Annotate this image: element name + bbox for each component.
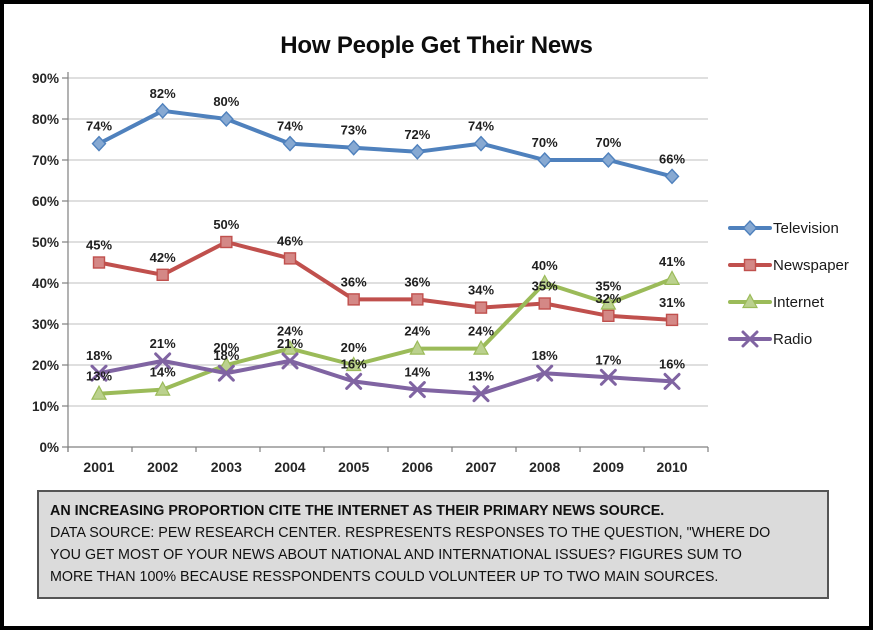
svg-text:70%: 70% bbox=[32, 153, 59, 168]
svg-text:74%: 74% bbox=[86, 119, 112, 134]
svg-text:42%: 42% bbox=[150, 250, 176, 265]
chart-title: How People Get Their News bbox=[280, 32, 593, 59]
svg-text:2010: 2010 bbox=[656, 459, 687, 475]
svg-text:34%: 34% bbox=[468, 283, 494, 298]
data-labels-television: 74% 82% 80% 74% 73% 72% 74% 70% 70% 66% bbox=[86, 86, 685, 167]
caption-box: AN INCREASING PROPORTION CITE THE INTERN… bbox=[37, 490, 829, 599]
svg-text:Newspaper: Newspaper bbox=[773, 257, 849, 274]
svg-text:17%: 17% bbox=[595, 352, 621, 367]
svg-text:21%: 21% bbox=[277, 336, 303, 351]
svg-text:74%: 74% bbox=[277, 119, 303, 134]
data-labels-internet: 13% 14% 20% 24% 20% 24% 24% 40% 35% 41% bbox=[86, 254, 685, 384]
svg-text:2005: 2005 bbox=[338, 459, 369, 475]
series-television bbox=[91, 102, 680, 185]
svg-text:50%: 50% bbox=[213, 217, 239, 232]
svg-text:2003: 2003 bbox=[211, 459, 242, 475]
svg-text:20%: 20% bbox=[32, 358, 59, 373]
legend-item-internet: Internet bbox=[728, 293, 825, 311]
svg-text:Radio: Radio bbox=[773, 331, 812, 348]
series-radio bbox=[90, 352, 681, 403]
svg-text:2008: 2008 bbox=[529, 459, 560, 475]
svg-text:82%: 82% bbox=[150, 86, 176, 101]
svg-text:72%: 72% bbox=[404, 127, 430, 142]
legend-item-television: Television bbox=[728, 219, 839, 237]
x-axis-labels: 2001 2002 2003 2004 2005 2006 2007 2008 2009 2010 bbox=[83, 459, 687, 475]
svg-text:36%: 36% bbox=[404, 274, 430, 289]
svg-text:20%: 20% bbox=[341, 340, 367, 355]
caption-line: YOU GET MOST OF YOUR NEWS ABOUT NATIONAL… bbox=[50, 547, 742, 563]
svg-text:32%: 32% bbox=[595, 291, 621, 306]
series-newspaper bbox=[92, 235, 679, 327]
svg-text:2009: 2009 bbox=[593, 459, 624, 475]
svg-text:10%: 10% bbox=[32, 399, 59, 414]
svg-text:Internet: Internet bbox=[773, 294, 825, 311]
caption-line: MORE THAN 100% BECAUSE RESSPONDENTS COUL… bbox=[50, 569, 719, 585]
legend-item-radio: Radio bbox=[728, 330, 812, 348]
svg-text:18%: 18% bbox=[86, 348, 112, 363]
svg-text:13%: 13% bbox=[86, 369, 112, 384]
legend-item-newspaper: Newspaper bbox=[728, 257, 849, 274]
svg-text:66%: 66% bbox=[659, 151, 685, 166]
svg-text:73%: 73% bbox=[341, 123, 367, 138]
data-labels-newspaper: 45%42%50%46%36% 36%34% 35%32% 31% bbox=[86, 217, 685, 310]
svg-text:80%: 80% bbox=[213, 94, 239, 109]
series-internet bbox=[90, 270, 681, 400]
svg-text:40%: 40% bbox=[532, 258, 558, 273]
svg-text:14%: 14% bbox=[150, 365, 176, 380]
svg-text:80%: 80% bbox=[32, 112, 59, 127]
svg-text:45%: 45% bbox=[86, 238, 112, 253]
svg-text:2004: 2004 bbox=[274, 459, 305, 475]
svg-text:18%: 18% bbox=[532, 348, 558, 363]
svg-text:36%: 36% bbox=[341, 274, 367, 289]
svg-text:31%: 31% bbox=[659, 295, 685, 310]
svg-text:30%: 30% bbox=[32, 317, 59, 332]
svg-text:13%: 13% bbox=[468, 369, 494, 384]
svg-text:16%: 16% bbox=[341, 356, 367, 371]
svg-text:24%: 24% bbox=[277, 324, 303, 339]
data-labels-radio: 18% 21% 18% 21% 16% 14% 13% 18% 17% 16% bbox=[86, 336, 685, 384]
svg-text:2001: 2001 bbox=[83, 459, 114, 475]
svg-text:70%: 70% bbox=[595, 135, 621, 150]
y-axis-labels: 0% 10% 20% 30% 40% 50% 60% 70% 80% 90% bbox=[32, 71, 59, 455]
svg-text:20%: 20% bbox=[213, 340, 239, 355]
axes bbox=[62, 72, 709, 452]
legend: Television Newspaper Internet Radio bbox=[728, 219, 849, 348]
svg-text:14%: 14% bbox=[404, 365, 430, 380]
svg-text:74%: 74% bbox=[468, 119, 494, 134]
svg-text:40%: 40% bbox=[32, 276, 59, 291]
svg-text:21%: 21% bbox=[150, 336, 176, 351]
svg-text:Television: Television bbox=[773, 220, 839, 237]
svg-text:2007: 2007 bbox=[465, 459, 496, 475]
svg-text:50%: 50% bbox=[32, 235, 59, 250]
svg-text:90%: 90% bbox=[32, 71, 59, 86]
svg-text:60%: 60% bbox=[32, 194, 59, 209]
svg-text:46%: 46% bbox=[277, 233, 303, 248]
caption-line: DATA SOURCE: PEW RESEARCH CENTER. RESPRE… bbox=[50, 525, 771, 541]
svg-text:2006: 2006 bbox=[402, 459, 433, 475]
chart-canvas: 0%10%20%30%40%50%60%70%80%90%2001 2002 200… bbox=[32, 71, 849, 475]
caption-headline: AN INCREASING PROPORTION CITE THE INTERN… bbox=[50, 503, 665, 519]
svg-text:24%: 24% bbox=[404, 324, 430, 339]
svg-text:35%: 35% bbox=[595, 279, 621, 294]
svg-text:18%: 18% bbox=[213, 348, 239, 363]
svg-text:2002: 2002 bbox=[147, 459, 178, 475]
svg-text:70%: 70% bbox=[532, 135, 558, 150]
svg-text:16%: 16% bbox=[659, 356, 685, 371]
svg-text:0%: 0% bbox=[39, 440, 59, 455]
svg-text:24%: 24% bbox=[468, 324, 494, 339]
svg-text:35%: 35% bbox=[532, 279, 558, 294]
svg-text:41%: 41% bbox=[659, 254, 685, 269]
